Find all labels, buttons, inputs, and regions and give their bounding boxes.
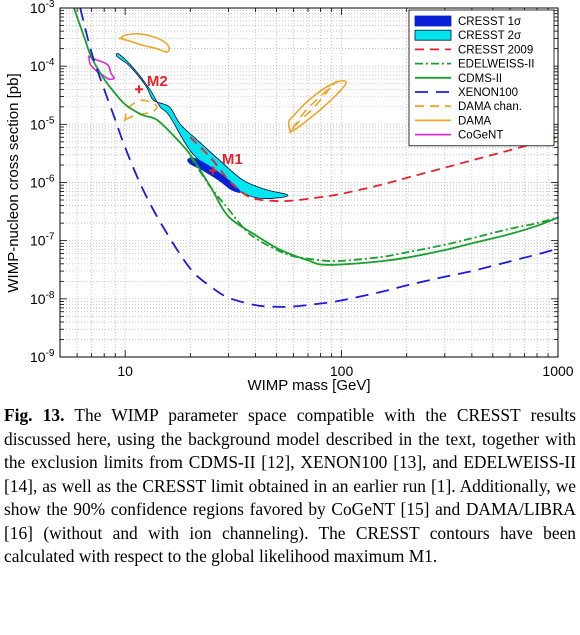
caption-text: The WIMP parameter space compatible with…: [4, 405, 576, 566]
legend: CRESST 1σ CRESST 2σ CRESST 2009 EDELWEISS-I…: [408, 9, 555, 147]
legend-label-edelweiss-ii: EDELWEISS-II: [458, 59, 534, 71]
y-tick-label: 10-3: [30, 0, 55, 16]
y-tick-label: 10-5: [30, 115, 55, 132]
chart-figure: M1 M2 10 100 1000 10-9 10-8 10-7 10-6 10-5 10-4 10…: [5, 0, 574, 394]
y-tick-label: 10-4: [30, 57, 55, 74]
legend-label-dama-chan: DAMA chan.: [458, 101, 522, 113]
x-axis-label: WIMP mass [GeV]: [247, 377, 370, 394]
line-cresst-2009: [189, 135, 558, 203]
x-tick-label: 100: [330, 363, 354, 379]
y-tick-label: 10-9: [30, 348, 55, 365]
legend-label-cresst-1sigma: CRESST 1σ: [458, 16, 521, 28]
legend-swatch-cresst-1sigma: [414, 15, 452, 27]
axes: 10 100 1000 10-9 10-8 10-7 10-6 10-5 10-4 10-3: [30, 0, 574, 379]
caption-label: Fig. 13.: [4, 405, 65, 425]
contour-dama-1: [287, 79, 347, 134]
y-tick-label: 10-6: [30, 174, 55, 191]
figure-caption: Fig. 13. The WIMP parameter space compat…: [4, 404, 576, 569]
y-tick-label: 10-8: [30, 290, 55, 307]
legend-label-cogent: CoGeNT: [458, 130, 503, 142]
region-cresst-2sigma: [116, 53, 289, 200]
contour-cogent-0: [87, 55, 116, 81]
y-axis-label: WIMP-nucleon cross section [pb]: [5, 73, 22, 292]
legend-label-cresst-2009: CRESST 2009: [458, 44, 533, 56]
legend-label-xenon100: XENON100: [458, 87, 518, 99]
legend-label-dama: DAMA: [458, 115, 492, 127]
annotation-layer: M1 M2: [135, 73, 243, 175]
legend-swatch-cresst-2sigma: [414, 29, 452, 41]
annotation-m2: M2: [147, 73, 168, 90]
x-tick-label: 1000: [542, 363, 573, 379]
annotation-m1: M1: [222, 151, 243, 168]
legend-label-cdms-ii: CDMS-II: [458, 73, 502, 85]
line-edelweiss-ii: [189, 155, 558, 262]
legend-label-cresst-2sigma: CRESST 2σ: [458, 30, 521, 42]
data-layer: [73, 8, 558, 308]
line-xenon100: [79, 8, 558, 308]
line-cdms-ii: [73, 8, 558, 266]
y-tick-label: 10-7: [30, 232, 55, 249]
contour-dama-0: [118, 32, 171, 53]
x-tick-label: 10: [117, 363, 133, 379]
